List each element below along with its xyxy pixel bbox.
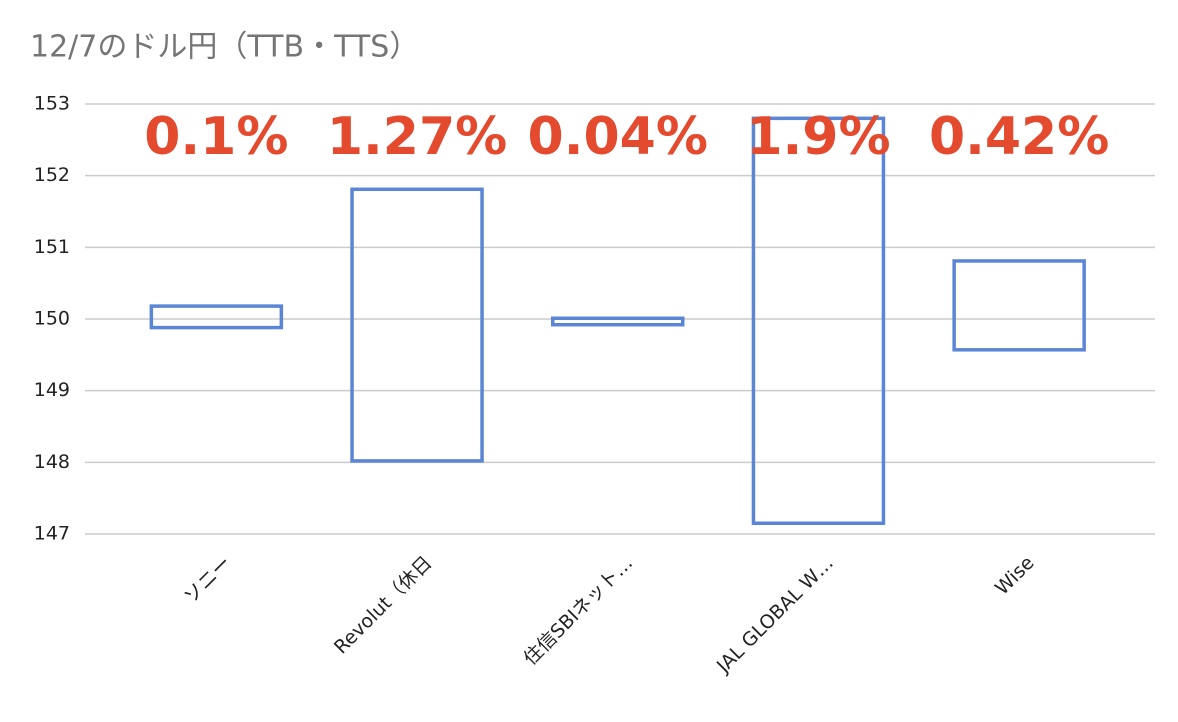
y-tick-label: 147 (34, 523, 70, 545)
x-tick-label: 住信SBIネット… (519, 552, 637, 670)
annotation: 1.9% (746, 107, 890, 167)
chart-title: 12/7のドル円（TTB・TTS） (30, 30, 419, 65)
y-tick-label: 149 (34, 379, 70, 401)
y-tick-label: 150 (34, 308, 70, 330)
y-tick-label: 151 (34, 236, 70, 258)
annotation: 1.27% (327, 107, 507, 167)
y-tick-label: 148 (34, 451, 70, 473)
range-bar (551, 316, 685, 327)
range-bar (350, 187, 484, 463)
range-bar (149, 304, 284, 330)
x-tick-label: Revolut（休日 (330, 552, 437, 659)
annotation: 0.04% (528, 107, 708, 167)
y-tick-label: 152 (34, 164, 70, 186)
annotation: 0.42% (929, 107, 1109, 167)
x-tick-label: JAL GLOBAL W… (712, 552, 838, 678)
x-tick-label: Wise (991, 552, 1039, 600)
range-bar (751, 116, 886, 525)
annotation: 0.1% (144, 107, 288, 167)
y-tick-label: 153 (34, 93, 70, 115)
range-bar (952, 259, 1086, 352)
x-tick-label: ソニー (180, 552, 236, 608)
